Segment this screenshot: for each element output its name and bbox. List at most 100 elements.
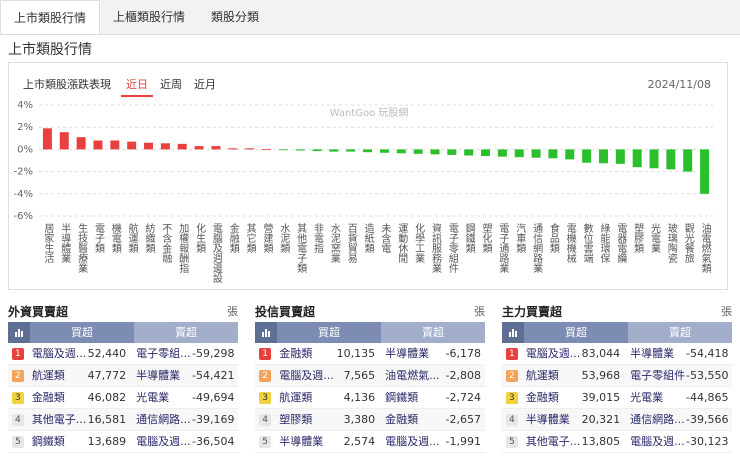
buy-name[interactable]: 其他電子... — [525, 435, 581, 448]
x-tick-label: 營建類 — [261, 222, 273, 254]
tab[interactable]: 類股分類 — [211, 10, 260, 24]
rank: 2 — [11, 369, 24, 382]
sell-name[interactable]: 光電業 — [136, 391, 170, 404]
sell-name[interactable]: 半導體業 — [136, 369, 181, 382]
sell-name[interactable]: 鋼鐵類 — [385, 391, 419, 404]
sell-name[interactable]: 油電燃氣... — [385, 369, 440, 382]
sell-name[interactable]: 電子零組... — [136, 347, 191, 360]
sell-value: -39,169 — [192, 413, 235, 426]
rank-cell: 1 — [255, 343, 275, 364]
rank-cell: 4 — [502, 409, 522, 430]
bar — [565, 149, 575, 160]
x-tick-label: 不含金融 — [160, 223, 172, 264]
sell-value: -49,694 — [192, 391, 235, 404]
period-tab[interactable]: 近日 — [126, 78, 148, 91]
x-tick-label: 汽車類 — [514, 222, 526, 254]
sell-name[interactable]: 通信網路... — [136, 413, 191, 426]
y-tick-label: 4% — [17, 100, 33, 111]
x-tick-label: 未含電 — [379, 223, 391, 253]
tab[interactable]: 上櫃類股行情 — [113, 10, 186, 24]
x-tick-label: 電機機械 — [564, 223, 576, 264]
sell-name[interactable]: 光電業 — [630, 391, 664, 404]
bar — [110, 140, 120, 150]
table-header: 投信買賣超 張 — [255, 300, 485, 322]
buy-name[interactable]: 半導體業 — [279, 435, 324, 448]
bar — [514, 149, 524, 158]
table-row: 3 金融類 39,015 光電業 -44,865 — [502, 387, 732, 409]
bar — [447, 149, 457, 155]
buy-name[interactable]: 電腦及週... — [279, 369, 334, 382]
sell-name[interactable]: 半導體業 — [630, 347, 675, 360]
buy-name[interactable]: 其他電子... — [31, 413, 87, 426]
bar — [160, 143, 170, 150]
rank: 4 — [259, 413, 272, 426]
unit: 張 — [721, 305, 732, 318]
buy-name[interactable]: 鋼鐵類 — [31, 435, 65, 448]
bar — [42, 128, 52, 150]
buy-name[interactable]: 航運類 — [525, 369, 559, 382]
buy-name[interactable]: 電腦及週... — [31, 347, 87, 360]
bar — [363, 149, 373, 153]
table-row: 4 其他電子... 16,581 通信網路... -39,169 — [8, 409, 238, 431]
sell-header: 賣超 — [134, 322, 238, 343]
bar — [144, 142, 154, 150]
table-row: 2 航運類 47,772 半導體業 -54,421 — [8, 365, 238, 387]
x-tick-label: 機電類 — [109, 222, 121, 254]
buy-name[interactable]: 金融類 — [279, 347, 313, 360]
buy-name[interactable]: 半導體業 — [525, 413, 570, 426]
sell-value: -44,865 — [686, 391, 729, 404]
x-tick-label: 非電指 — [312, 223, 324, 254]
sell-name[interactable]: 金融類 — [385, 413, 419, 426]
rank-cell: 5 — [8, 431, 28, 452]
sell-value: -53,550 — [686, 369, 729, 382]
icon — [502, 322, 524, 343]
buy-name[interactable]: 金融類 — [525, 391, 559, 404]
bar — [632, 149, 642, 168]
period-tab[interactable]: 近周 — [160, 78, 182, 91]
period-underline — [121, 95, 153, 97]
chart-icon — [15, 329, 23, 337]
x-tick-label: 化生類 — [194, 222, 206, 254]
sell-header: 賣超 — [381, 322, 485, 343]
bar — [194, 146, 204, 150]
period-tab[interactable]: 近月 — [194, 78, 216, 91]
x-tick-label: 電子類 — [92, 223, 104, 254]
buy-name[interactable]: 航運類 — [31, 369, 65, 382]
rank: 4 — [11, 413, 24, 426]
x-tick-label: 電子通路業 — [497, 223, 509, 274]
sell-name[interactable]: 電腦及週... — [385, 435, 440, 448]
table-title: 外資買賣超 — [8, 304, 69, 319]
x-tick-label: 航運類 — [126, 222, 138, 254]
x-tick-label: 化學工業 — [413, 222, 425, 264]
sell-value: -1,991 — [445, 435, 481, 448]
buy-name[interactable]: 電腦及週... — [525, 347, 581, 360]
sell-name[interactable]: 通信網路... — [630, 413, 685, 426]
tab-bar: 上市類股行情 上櫃類股行情 類股分類 — [0, 0, 740, 35]
bar — [396, 149, 406, 154]
buy-value: 4,136 — [343, 391, 376, 404]
sell-value: -2,657 — [445, 413, 481, 426]
icon — [8, 322, 30, 343]
sell-name[interactable]: 電腦及週... — [630, 435, 685, 448]
rank: 2 — [505, 369, 518, 382]
rank: 4 — [505, 413, 518, 426]
sell-value: -39,566 — [686, 413, 729, 426]
buy-name[interactable]: 航運類 — [279, 391, 313, 404]
buy-name[interactable]: 塑膠類 — [279, 413, 313, 426]
buy-name[interactable]: 金融類 — [31, 391, 65, 404]
tab[interactable]: 上市類股行情 — [0, 0, 101, 34]
bar — [700, 149, 710, 194]
table-title: 主力買賣超 — [502, 304, 563, 319]
sell-name[interactable]: 電腦及週... — [136, 435, 191, 448]
sell-name[interactable]: 半導體業 — [385, 347, 430, 360]
sell-value: -59,298 — [192, 347, 235, 360]
bar — [245, 148, 255, 150]
x-tick-label: 造紙類 — [362, 222, 374, 254]
rank-cell: 3 — [502, 387, 522, 408]
y-tick-label: -4% — [14, 189, 33, 200]
sell-name[interactable]: 電子零組件 — [630, 369, 686, 382]
table-panel: 外資買賣超張買超 賣超 1 電腦及週... 52,440 電子零組... -59,298 2 航… — [8, 300, 238, 453]
x-tick-label: 其它類 — [244, 223, 256, 254]
table-row: 4 半導體業 20,321 通信網路... -39,566 — [502, 409, 732, 431]
x-tick-label: 數位雲端 — [581, 222, 593, 264]
